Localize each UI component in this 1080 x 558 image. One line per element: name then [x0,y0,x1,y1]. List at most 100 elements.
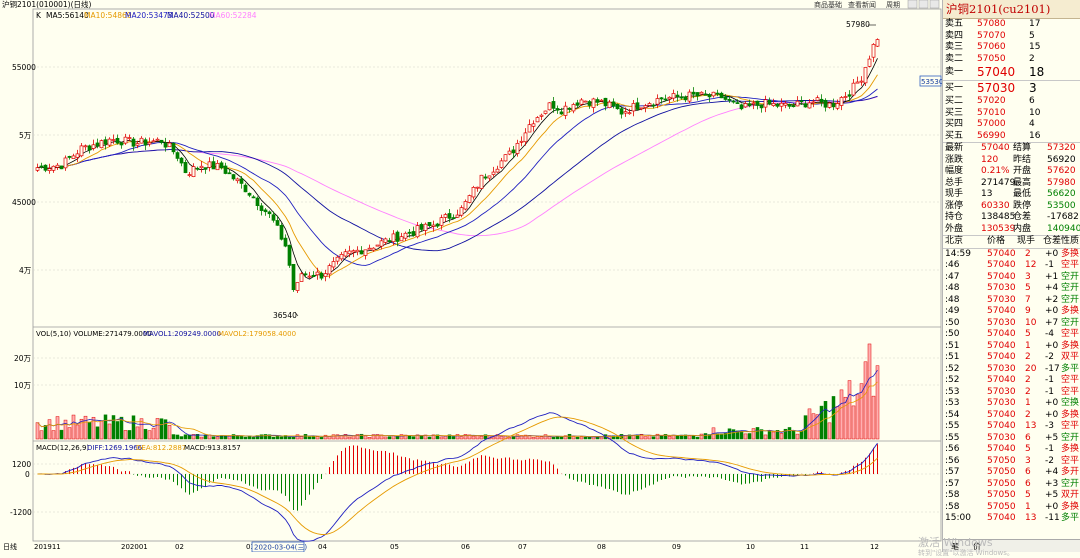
candle-body [255,197,260,207]
candle-body [867,58,872,67]
candle-body [275,220,280,226]
x-label-08: 08 [597,543,606,551]
candle-body [615,104,620,110]
candle-body [183,162,188,174]
volume-bar [375,434,380,440]
volume-bar [75,424,80,440]
tab-price[interactable]: 价 [973,542,981,551]
volume-bar [327,436,332,440]
candle-body [271,214,276,221]
tick-row: :57 57050 6 +4 多开 [945,467,1080,477]
candle-body [179,157,184,164]
cursor-date: 2020-03-04(三) [254,544,307,552]
candle-body [547,102,552,111]
candle-body [375,244,380,247]
quote-panel: 沪铜2101(cu2101) 卖五 57080 17 卖四 57070 5 卖三 57060 1… [942,0,1080,552]
candle-body [379,240,384,247]
candle-body [639,107,644,110]
candle-body [847,94,852,97]
candle-body [671,93,676,99]
candle-body [79,145,84,157]
volume-bar [175,434,180,440]
volume-bar [395,436,400,440]
volume-bar [799,430,804,440]
candle-body [859,80,864,83]
volume-bar [575,436,580,440]
volume-bar [307,436,312,440]
candle-body [823,99,828,108]
candle-body [715,92,720,95]
candle-body [243,184,248,193]
tick-row: :48 57030 7 +2 空开 [945,294,1080,305]
candle-body [843,96,848,98]
candle-body [323,273,328,277]
candle-body [775,103,780,107]
candle-body [755,100,760,106]
candle-body [407,231,412,234]
candle-body [315,271,320,276]
volume-bar [191,434,196,440]
volume-bar [659,435,664,440]
volume-bar [295,434,300,440]
volume-bar [203,434,208,440]
candle-body [151,140,156,143]
candle-body [451,217,456,219]
tick-row: 15:00 57040 13 -11 多平 [945,513,1080,523]
volume-bar [179,436,184,440]
volume-bar [147,430,152,440]
news-button[interactable]: 查看新闻 [848,0,876,9]
candle-body [355,249,360,253]
volume-label: VOL(5,10) VOLUME:271479.0000 [36,330,152,338]
candle-body [631,103,636,112]
ma20-label: MA20:53473 [125,11,173,20]
volume-bar [803,415,808,440]
candle-body [267,211,272,215]
volume-bar [855,394,860,440]
tab-ticks[interactable]: 笔 [951,542,959,551]
quote-button[interactable]: 商品基础 [814,0,842,9]
price-chart[interactable]: 沪铜2101(010001)(日线) K MA5:56140 MA10:5486… [0,0,942,552]
tick-row: :46 57040 12 -1 空平 [945,260,1080,270]
window-controls[interactable] [907,0,940,9]
vol-y-label-20w: 20万 [14,354,32,363]
x-label-06: 06 [461,543,470,551]
x-label-04: 04 [318,543,327,551]
candle-body [515,142,520,154]
macd-line-path [37,416,878,535]
volume-bar [355,434,360,440]
volume-bar [867,343,872,440]
candle-body [575,102,580,106]
volume-bar [667,436,672,440]
candle-body [187,174,192,176]
tick-list[interactable]: 14:59 57040 2 +0 多换:46 57040 12 -1 空平:47 57040 3 +1… [943,249,1080,525]
volume-bar [731,429,736,440]
period-button[interactable]: 周期 [886,1,900,9]
candle-body [411,231,416,236]
volume-bar [171,434,176,440]
candle-body [559,111,564,115]
candle-body [783,102,788,106]
volume-bar [347,436,352,440]
volume-bar [383,436,388,440]
candle-body [803,103,808,108]
x-label-03: 03 [246,543,255,551]
candle-body [455,214,460,218]
volume-bar [143,428,148,440]
tick-row: :49 57040 9 +0 多换 [945,306,1080,316]
candle-body [839,97,844,106]
tick-row: :56 57040 5 -1 多换 [945,444,1080,454]
volume-bar [35,422,40,440]
candle-body [655,98,660,105]
candle-body [55,164,60,168]
x-label-11: 11 [800,543,809,551]
volume-bar [83,415,88,440]
candle-body [623,111,628,114]
bid-row: 买四 57000 4 [945,119,1035,129]
volume-bar [499,436,504,440]
candle-body [439,217,444,226]
candle-body [239,178,244,184]
candle-body [43,164,48,171]
volume-bar [763,434,768,440]
candle-body [167,142,172,148]
volume-bar [767,430,772,440]
